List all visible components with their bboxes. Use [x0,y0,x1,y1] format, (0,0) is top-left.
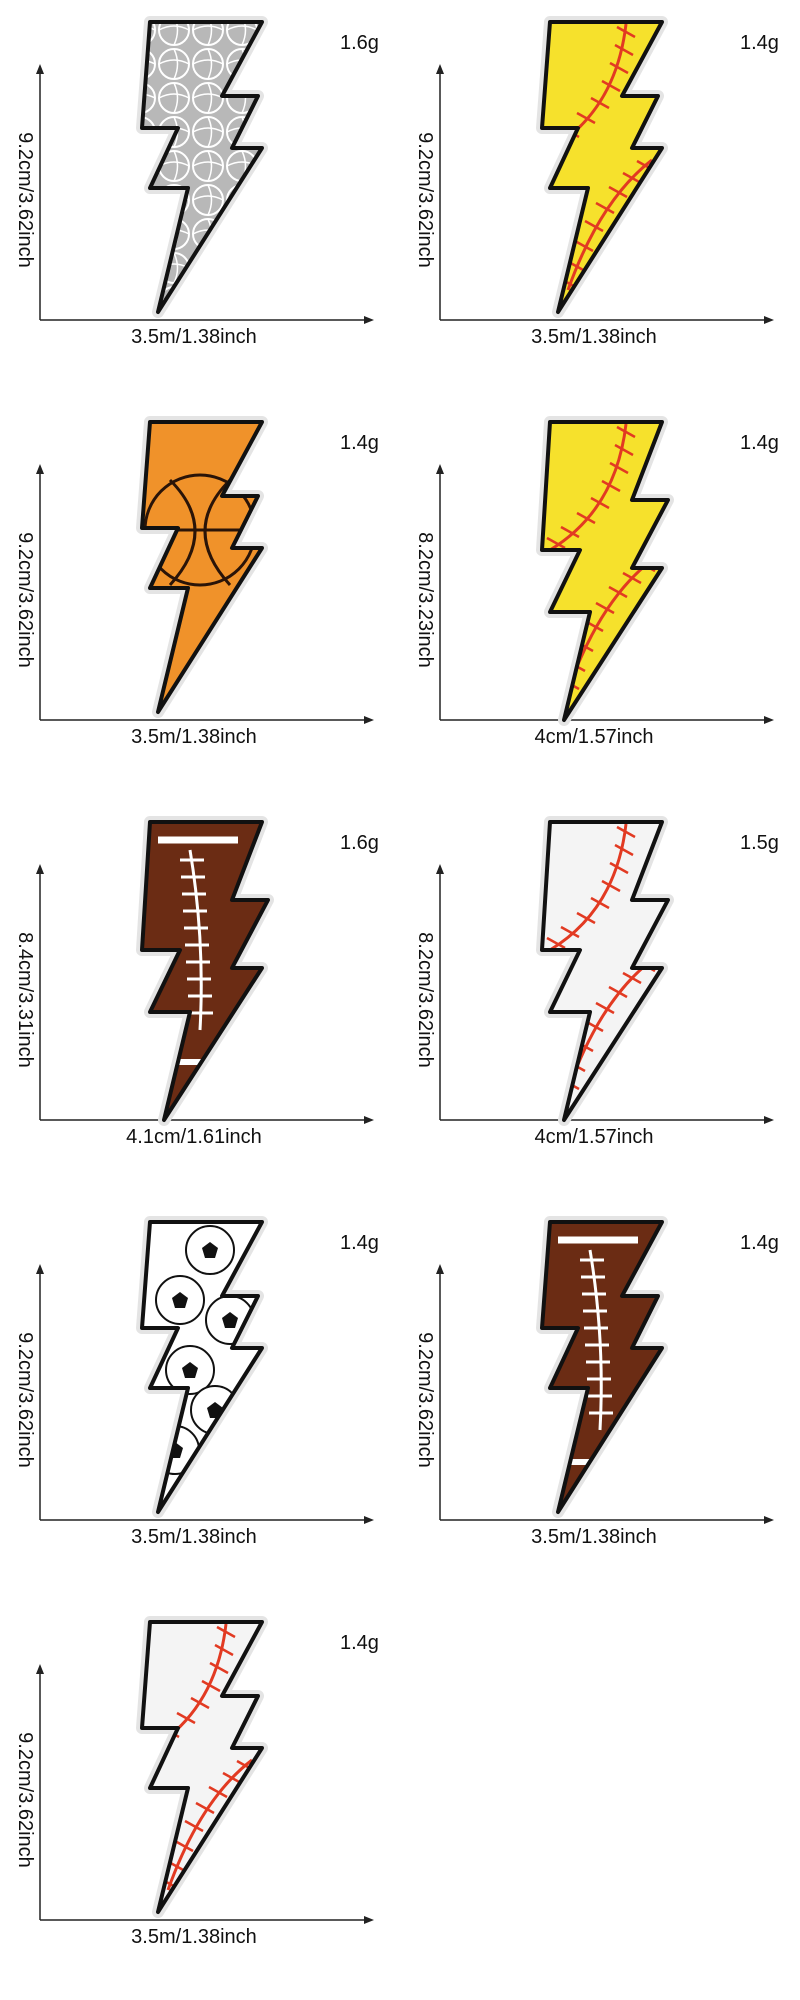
height-label: 8.2cm/3.62inch [414,932,436,1068]
patch-cell: 1.5g 4cm/1.57inch 8.2cm/3.62inch [400,800,800,1200]
patch-outline [140,820,270,1122]
height-label: 8.2cm/3.23inch [414,532,436,668]
weight-label: 1.6g [340,832,379,854]
patch-fill [142,822,268,1120]
patch-outline [540,420,670,722]
measurement-axes [36,464,374,724]
measurement-axes [36,64,374,324]
patch-fill [142,422,262,712]
height-label: 9.2cm/3.62inch [14,1332,36,1468]
height-label: 8.4cm/3.31inch [14,932,36,1068]
lightning-bolt-icon [36,1216,374,1524]
width-label: 3.5m/1.38inch [531,326,657,348]
patch-cell: 1.4g 3.5m/1.38inch 9.2cm/3.62inch [0,1600,400,2000]
width-label: 3.5m/1.38inch [531,1526,657,1548]
measurement-axes [436,464,774,724]
weight-label: 1.4g [740,1232,779,1254]
width-label: 3.5m/1.38inch [131,1526,257,1548]
patch-outline [140,1220,264,1514]
weight-label: 1.4g [340,1232,379,1254]
measurement-axes [36,864,374,1124]
width-label: 3.5m/1.38inch [131,726,257,748]
patch-cell: 1.4g 3.5m/1.38inch 9.2cm/3.62inch [400,0,800,400]
weight-label: 1.6g [340,32,379,54]
height-label: 9.2cm/3.62inch [14,132,36,268]
weight-label: 1.5g [740,832,779,854]
height-label: 9.2cm/3.62inch [414,1332,436,1468]
width-label: 4.1cm/1.61inch [126,1126,262,1148]
lightning-bolt-icon [436,16,774,324]
patch-cell: 1.6g 4.1cm/1.61inch 8.4cm/3.31inch [0,800,400,1200]
lightning-bolt-icon [36,16,374,324]
patch-cell: 1.4g 3.5m/1.38inch 9.2cm/3.62inch [400,1200,800,1600]
patch-fill [542,822,668,1120]
patch-outline [140,1620,264,1914]
height-label: 9.2cm/3.62inch [14,532,36,668]
lightning-bolt-icon [36,1616,374,1924]
patch-cell: 1.6g 3.5m/1.38inch 9.2cm/3.62inch [0,0,400,400]
width-label: 3.5m/1.38inch [131,326,257,348]
weight-label: 1.4g [340,1632,379,1654]
lightning-bolt-icon [436,1216,774,1524]
patch-fill [542,22,662,312]
measurement-axes [436,64,774,324]
patch-fill [542,422,668,720]
width-label: 3.5m/1.38inch [131,1926,257,1948]
measurement-axes [36,1264,374,1524]
lightning-bolt-icon [36,416,374,724]
lightning-bolt-icon [436,416,774,726]
height-label: 9.2cm/3.62inch [414,132,436,268]
measurement-axes [436,1264,774,1524]
patch-cell: 1.4g 3.5m/1.38inch 9.2cm/3.62inch [0,1200,400,1600]
patch-outline [540,820,670,1122]
measurement-axes [436,864,774,1124]
patch-outline [140,420,264,714]
patch-outline [540,1220,664,1514]
patch-outline [540,20,664,314]
patch-cell: 1.4g 4cm/1.57inch 8.2cm/3.23inch [400,400,800,800]
height-label: 9.2cm/3.62inch [14,1732,36,1868]
lightning-bolt-icon [36,816,374,1126]
width-label: 4cm/1.57inch [534,726,654,748]
width-label: 4cm/1.57inch [534,1126,654,1148]
football-icon [558,1236,638,1465]
measurement-axes [36,1664,374,1924]
lightning-bolt-icon [436,816,774,1126]
weight-label: 1.4g [740,32,779,54]
patch-fill [142,1622,262,1912]
weight-label: 1.4g [740,432,779,454]
weight-label: 1.4g [340,432,379,454]
patch-outline [140,20,264,314]
patch-cell: 1.4g 3.5m/1.38inch 9.2cm/3.62inch [0,400,400,800]
